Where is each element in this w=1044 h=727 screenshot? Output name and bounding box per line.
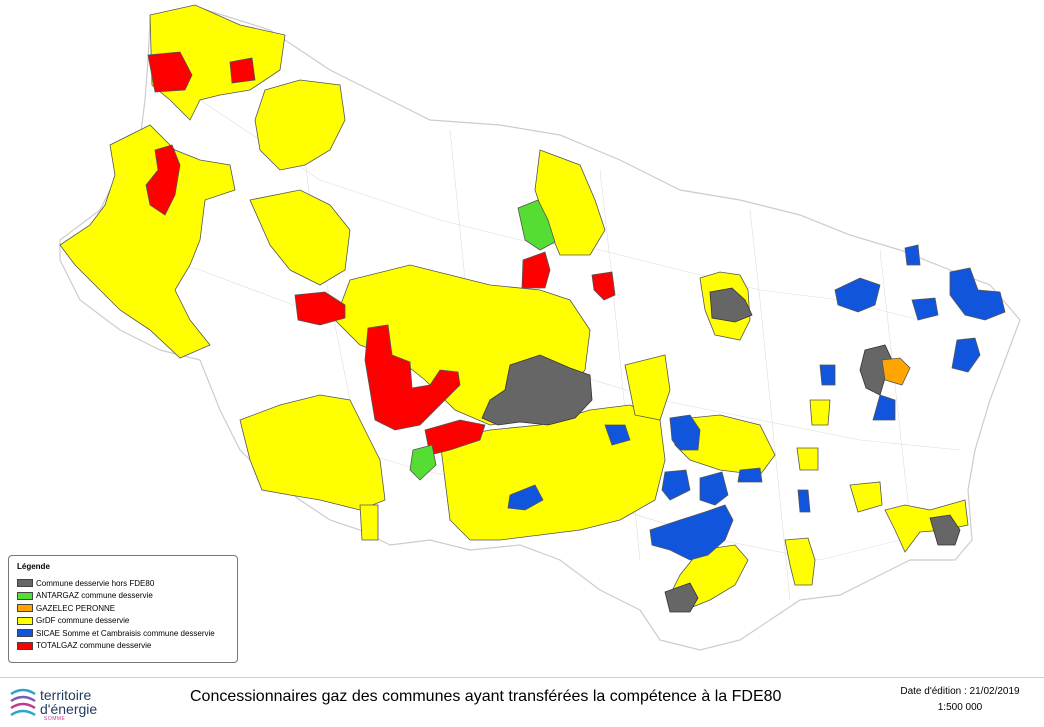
logo-text-line2: d'énergie: [40, 701, 98, 717]
legend-item-totalgaz: TOTALGAZ commune desservie: [17, 640, 229, 653]
hors-fde80-communes: [481, 287, 961, 613]
legend-label: GrDF commune desservie: [36, 616, 130, 626]
legend-label: TOTALGAZ commune desservie: [36, 641, 152, 651]
map: [59, 4, 1021, 651]
legend-swatch: [17, 579, 33, 588]
gazelec-communes: [881, 357, 911, 386]
legend-item-antargaz: ANTARGAZ commune desservie: [17, 590, 229, 603]
logo-swirl-icon: [10, 688, 36, 717]
legend-swatch: [17, 591, 33, 600]
legend-item-gazelec: GAZELEC PERONNE: [17, 602, 229, 615]
legend-swatch: [17, 641, 33, 650]
footer: territoire d'énergie SOMME Concessionnai…: [0, 677, 1044, 727]
legend-title: Légende: [17, 562, 50, 571]
map-meta: Date d'édition : 21/02/2019 1:500 000: [880, 686, 1040, 718]
map-title: Concessionnaires gaz des communes ayant …: [190, 688, 782, 705]
legend-swatch: [17, 604, 33, 613]
sicae-communes: [507, 244, 1006, 561]
legend-swatch: [17, 616, 33, 625]
edition-date: Date d'édition : 21/02/2019: [900, 686, 1020, 697]
legend-item-sicae: SICAE Somme et Cambraisis commune desser…: [17, 627, 229, 640]
territoire-energie-logo: territoire d'énergie SOMME: [8, 684, 128, 722]
antargaz-communes: [409, 199, 556, 481]
legend-label: ANTARGAZ commune desservie: [36, 591, 153, 601]
legend-label: GAZELEC PERONNE: [36, 603, 116, 613]
legend-label: SICAE Somme et Cambraisis commune desser…: [36, 628, 215, 638]
logo-text-line1: territoire: [40, 687, 92, 703]
grdf-communes: [59, 4, 969, 611]
map-scale: 1:500 000: [937, 702, 983, 713]
legend-item-hors-fde80: Commune desservie hors FDE80: [17, 577, 229, 590]
legend-swatch: [17, 629, 33, 638]
totalgaz-communes: [145, 51, 616, 456]
legend-item-grdf: GrDF commune desservie: [17, 615, 229, 628]
legend-label: Commune desservie hors FDE80: [36, 578, 155, 588]
logo-text-line3: SOMME: [44, 716, 66, 722]
legend: Légende Commune desservie hors FDE80 ANT…: [8, 555, 238, 663]
